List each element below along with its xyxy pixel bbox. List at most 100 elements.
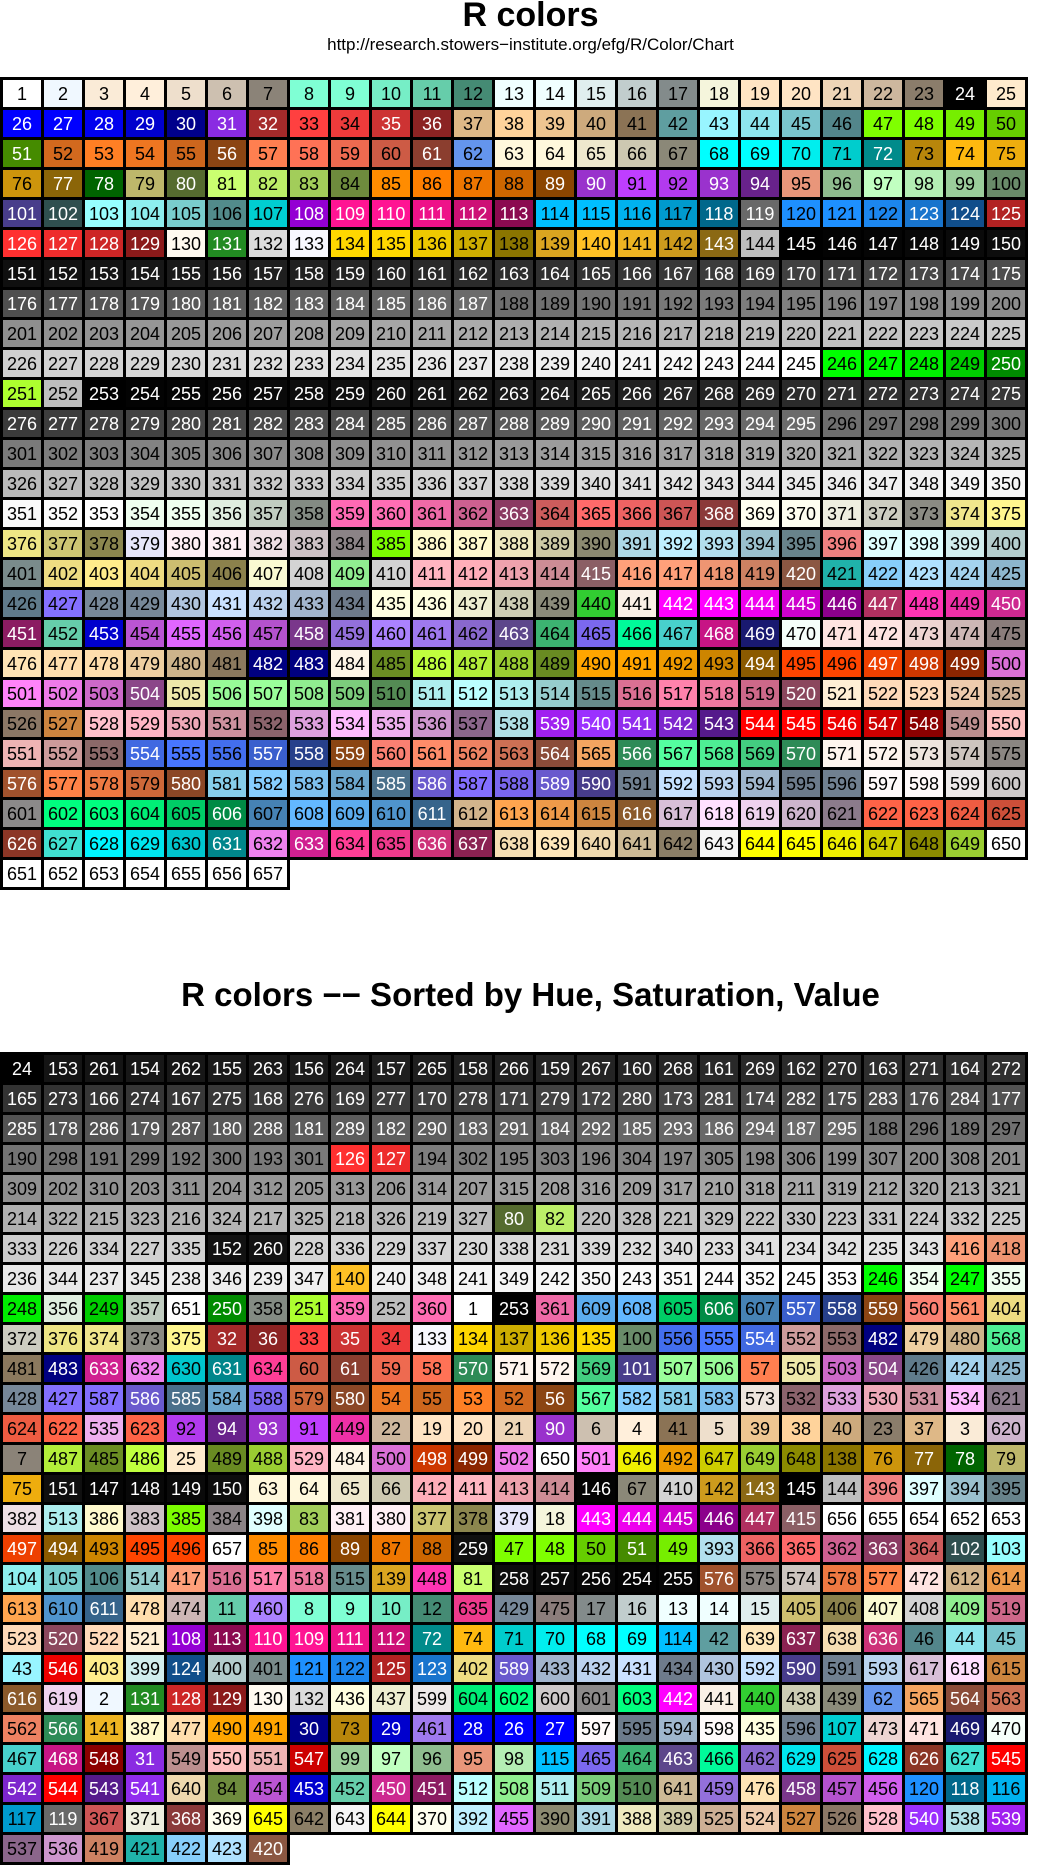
color-cell: 110 <box>372 200 413 230</box>
color-cell: 457 <box>823 1775 864 1805</box>
color-cell: 86 <box>413 170 454 200</box>
color-cell: 77 <box>44 170 85 200</box>
color-cell: 190 <box>577 290 618 320</box>
color-cell: 62 <box>864 1685 905 1715</box>
color-cell: 551 <box>249 1745 290 1775</box>
color-cell: 588 <box>495 770 536 800</box>
color-cell: 128 <box>85 230 126 260</box>
color-cell: 143 <box>741 1475 782 1505</box>
color-cell: 211 <box>782 1175 823 1205</box>
color-cell: 188 <box>495 290 536 320</box>
color-cell: 65 <box>331 1475 372 1505</box>
color-cell: 569 <box>741 740 782 770</box>
color-cell: 602 <box>44 800 85 830</box>
color-cell: 10 <box>372 80 413 110</box>
color-cell: 45 <box>987 1625 1028 1655</box>
color-cell: 328 <box>85 470 126 500</box>
color-cell: 21 <box>823 80 864 110</box>
color-cell: 53 <box>85 140 126 170</box>
color-cell: 338 <box>495 1235 536 1265</box>
color-cell: 277 <box>44 410 85 440</box>
color-cell: 622 <box>44 1415 85 1445</box>
color-cell: 162 <box>454 260 495 290</box>
color-cell: 183 <box>454 1115 495 1145</box>
color-cell: 156 <box>290 1055 331 1085</box>
color-cell: 547 <box>864 710 905 740</box>
color-cell: 417 <box>167 1565 208 1595</box>
color-cell: 231 <box>208 350 249 380</box>
color-cell: 464 <box>536 620 577 650</box>
color-cell: 150 <box>987 230 1028 260</box>
color-cell: 447 <box>864 590 905 620</box>
color-cell: 416 <box>946 1235 987 1265</box>
color-cell: 569 <box>577 1355 618 1385</box>
color-cell: 38 <box>495 110 536 140</box>
color-cell: 533 <box>290 710 331 740</box>
color-cell: 312 <box>454 440 495 470</box>
color-cell: 135 <box>372 230 413 260</box>
color-cell: 543 <box>85 1775 126 1805</box>
color-cell: 204 <box>208 1175 249 1205</box>
color-cell: 64 <box>536 140 577 170</box>
color-cell: 39 <box>536 110 577 140</box>
color-cell: 356 <box>208 500 249 530</box>
color-cell: 558 <box>823 1295 864 1325</box>
color-cell: 450 <box>987 590 1028 620</box>
color-cell: 256 <box>208 380 249 410</box>
color-cell: 532 <box>782 1385 823 1415</box>
color-cell: 99 <box>331 1745 372 1775</box>
color-cell: 9 <box>331 80 372 110</box>
color-cell: 429 <box>126 590 167 620</box>
color-cell: 218 <box>700 320 741 350</box>
color-cell: 450 <box>372 1775 413 1805</box>
color-cell: 394 <box>741 530 782 560</box>
color-cell: 395 <box>987 1475 1028 1505</box>
color-cell: 536 <box>44 1835 85 1865</box>
color-cell: 589 <box>536 770 577 800</box>
color-cell: 501 <box>3 680 44 710</box>
color-cell: 366 <box>618 500 659 530</box>
color-cell: 175 <box>987 260 1028 290</box>
color-cell: 139 <box>536 230 577 260</box>
color-cell: 280 <box>618 1085 659 1115</box>
color-cell: 351 <box>3 500 44 530</box>
color-cell: 312 <box>249 1175 290 1205</box>
color-cell: 5 <box>167 80 208 110</box>
color-cell: 286 <box>85 1115 126 1145</box>
color-cell: 159 <box>331 260 372 290</box>
color-cell: 383 <box>290 530 331 560</box>
color-cell: 500 <box>987 650 1028 680</box>
color-cell: 230 <box>454 1235 495 1265</box>
color-cell: 105 <box>44 1565 85 1595</box>
color-cell: 239 <box>249 1265 290 1295</box>
color-cell: 401 <box>249 1655 290 1685</box>
color-cell: 177 <box>987 1085 1028 1115</box>
color-cell: 549 <box>167 1745 208 1775</box>
color-cell: 277 <box>372 1085 413 1115</box>
color-cell: 146 <box>823 230 864 260</box>
color-cell: 61 <box>413 140 454 170</box>
color-cell: 525 <box>987 680 1028 710</box>
color-cell: 427 <box>44 1385 85 1415</box>
color-cell: 331 <box>208 470 249 500</box>
color-cell: 42 <box>700 1625 741 1655</box>
color-cell: 28 <box>85 110 126 140</box>
color-cell: 568 <box>700 740 741 770</box>
color-cell: 256 <box>577 1565 618 1595</box>
color-cell: 225 <box>987 1205 1028 1235</box>
color-cell: 48 <box>905 110 946 140</box>
color-cell: 505 <box>782 1355 823 1385</box>
color-cell: 601 <box>577 1685 618 1715</box>
color-cell: 114 <box>536 200 577 230</box>
color-cell: 246 <box>823 350 864 380</box>
color-cell: 285 <box>3 1115 44 1145</box>
color-cell: 117 <box>659 200 700 230</box>
color-cell: 564 <box>536 740 577 770</box>
color-cell: 345 <box>126 1265 167 1295</box>
color-cell: 223 <box>823 1205 864 1235</box>
color-cell: 590 <box>782 1655 823 1685</box>
color-cell: 422 <box>864 560 905 590</box>
color-cell: 465 <box>577 1745 618 1775</box>
color-cell: 224 <box>905 1205 946 1235</box>
color-cell: 113 <box>495 200 536 230</box>
